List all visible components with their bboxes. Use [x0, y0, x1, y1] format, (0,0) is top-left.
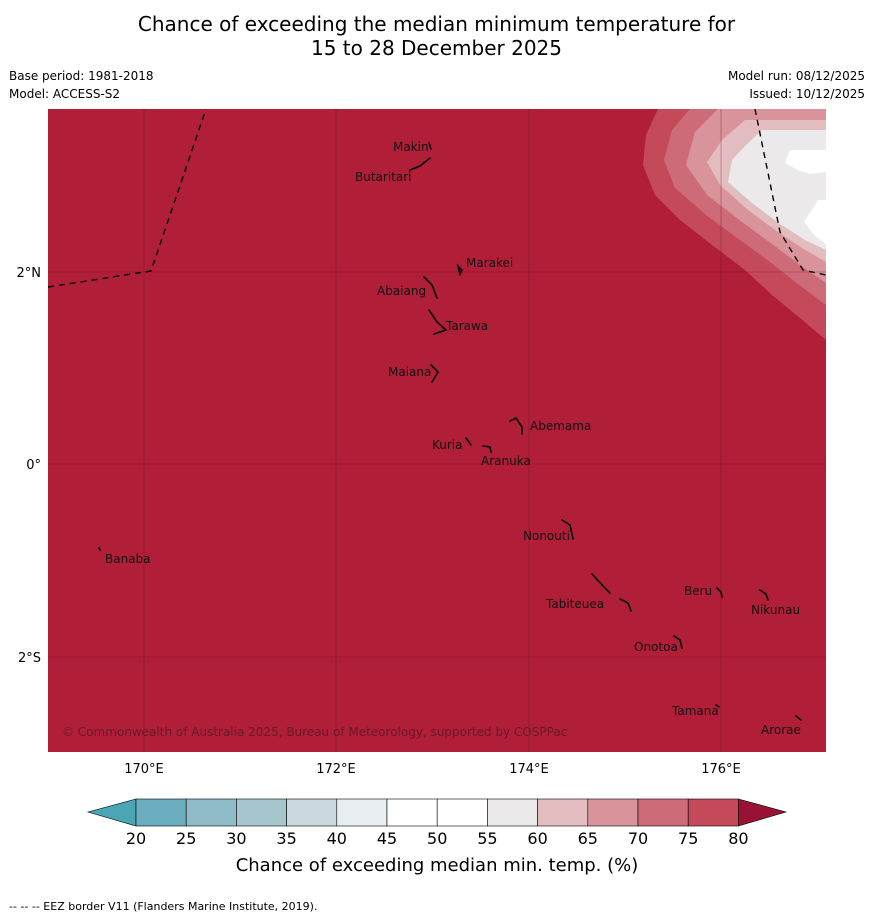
- cbar-tick-80: 80: [728, 829, 748, 848]
- label-tabiteuea: Tabiteuea: [545, 597, 604, 611]
- grid-lines: [48, 109, 826, 752]
- label-nonouti: Nonouti: [523, 529, 570, 543]
- label-tarawa: Tarawa: [445, 319, 488, 333]
- label-marakei: Marakei: [466, 256, 513, 270]
- copyright-text: © Commonwealth of Australia 2025, Bureau…: [62, 725, 567, 739]
- cbar-tick-60: 60: [527, 829, 547, 848]
- label-abaiang: Abaiang: [377, 284, 426, 298]
- label-maiana: Maiana: [388, 365, 431, 379]
- title-line-2: 15 to 28 December 2025: [310, 36, 562, 60]
- cbar-tick-35: 35: [276, 829, 296, 848]
- cbar-tick-25: 25: [176, 829, 196, 848]
- colorbar-bin-65-70: [587, 798, 639, 827]
- island-shape-tarawa: [428, 309, 448, 335]
- lon-label-170: 170°E: [124, 762, 164, 777]
- label-onotoa: Onotoa: [634, 640, 678, 654]
- cbar-tick-55: 55: [477, 829, 497, 848]
- colorbar-bin-60-65: [537, 798, 589, 827]
- label-makin: Makin: [393, 140, 429, 154]
- colorbar-bin-25-30: [185, 798, 237, 827]
- island-shape-onotoa: [673, 635, 683, 649]
- lat-label-0: 0°: [26, 458, 41, 473]
- label-abemama: Abemama: [530, 419, 591, 433]
- island-shape-beru: [716, 587, 723, 598]
- model-name: Model: ACCESS-S2: [9, 87, 121, 101]
- colorbar-high-arrow: [738, 798, 788, 827]
- island-shape-aranuka: [482, 445, 492, 453]
- colorbar-bin-40-45: [336, 798, 388, 827]
- colorbar-bin-70-75: [637, 798, 689, 827]
- probability-contours: [643, 109, 826, 340]
- island-shape-butaritari: [409, 157, 431, 171]
- colorbar-bin-20-25: [135, 798, 187, 827]
- island-shape-nikunau: [759, 589, 769, 601]
- lat-label-2n: 2°N: [17, 266, 42, 281]
- island-shape-marakei: [456, 263, 463, 277]
- colorbar-bin-55-60: [487, 798, 538, 827]
- colorbar-bin-50-55: [436, 798, 488, 827]
- colorbar-bin-75-80: [687, 798, 739, 827]
- island-outlines: [98, 142, 802, 721]
- label-arorae: Arorae: [761, 723, 801, 737]
- map-title: Chance of exceeding the median minimum t…: [0, 12, 873, 60]
- lat-label-2s: 2°S: [18, 651, 41, 666]
- label-aranuka: Aranuka: [481, 454, 531, 468]
- cbar-tick-30: 30: [226, 829, 246, 848]
- cbar-tick-75: 75: [678, 829, 698, 848]
- title-line-1: Chance of exceeding the median minimum t…: [137, 12, 736, 36]
- label-banaba: Banaba: [105, 552, 151, 566]
- colorbar-bin-45-50: [386, 798, 438, 827]
- colorbar: 20 25 30 35 40 45 50 55 60 65 70 75 80 C…: [86, 798, 788, 876]
- lon-label-176: 176°E: [701, 762, 741, 777]
- eez-border-west: [47, 108, 207, 288]
- contour-50: [785, 150, 826, 174]
- colorbar-title: Chance of exceeding median min. temp. (%…: [236, 855, 639, 876]
- island-shape-nonouti: [561, 519, 574, 540]
- meta-right: Model run: 08/12/2025 Issued: 10/12/2025: [728, 67, 865, 103]
- label-beru: Beru: [684, 584, 712, 598]
- longitude-labels: 170°E 172°E 174°E 176°E: [124, 762, 741, 777]
- island-shape-abaiang: [423, 276, 438, 299]
- label-kuria: Kuria: [432, 438, 463, 452]
- eez-borders: [47, 108, 827, 288]
- colorbar-bin-35-40: [286, 798, 338, 827]
- cbar-tick-45: 45: [377, 829, 397, 848]
- lon-label-172: 172°E: [316, 762, 356, 777]
- cbar-tick-65: 65: [578, 829, 598, 848]
- cbar-tick-20: 20: [126, 829, 146, 848]
- contour-45: [804, 200, 826, 244]
- island-shape-kuria: [465, 437, 472, 446]
- island-shape-tabiteuea: [591, 573, 632, 612]
- label-tamana: Tamana: [671, 704, 719, 718]
- eez-footer-note: -- -- -- EEZ border V11 (Flanders Marine…: [9, 900, 318, 913]
- island-shape-banaba: [98, 547, 101, 551]
- island-labels: Makin Butaritari Marakei Abaiang Tarawa …: [105, 140, 801, 737]
- cbar-tick-50: 50: [427, 829, 447, 848]
- eez-border-east: [754, 108, 827, 276]
- meta-left: Base period: 1981-2018 Model: ACCESS-S2: [9, 67, 154, 103]
- island-shape-arorae: [795, 715, 802, 721]
- colorbar-low-arrow: [86, 798, 137, 827]
- island-shape-makin: [428, 142, 432, 150]
- issued-date: Issued: 10/12/2025: [749, 87, 865, 101]
- cbar-tick-70: 70: [628, 829, 648, 848]
- island-shape-tamana: [715, 704, 720, 708]
- lon-label-174: 174°E: [509, 762, 549, 777]
- latitude-labels: 2°N 0° 2°S: [17, 266, 42, 666]
- island-shape-abemama: [509, 416, 523, 435]
- label-butaritari: Butaritari: [355, 170, 412, 184]
- model-run: Model run: 08/12/2025: [727, 69, 865, 83]
- label-nikunau: Nikunau: [751, 603, 800, 617]
- colorbar-bin-30-35: [236, 798, 287, 827]
- island-shape-maiana: [430, 364, 440, 383]
- base-period: Base period: 1981-2018: [9, 69, 154, 83]
- cbar-tick-40: 40: [327, 829, 347, 848]
